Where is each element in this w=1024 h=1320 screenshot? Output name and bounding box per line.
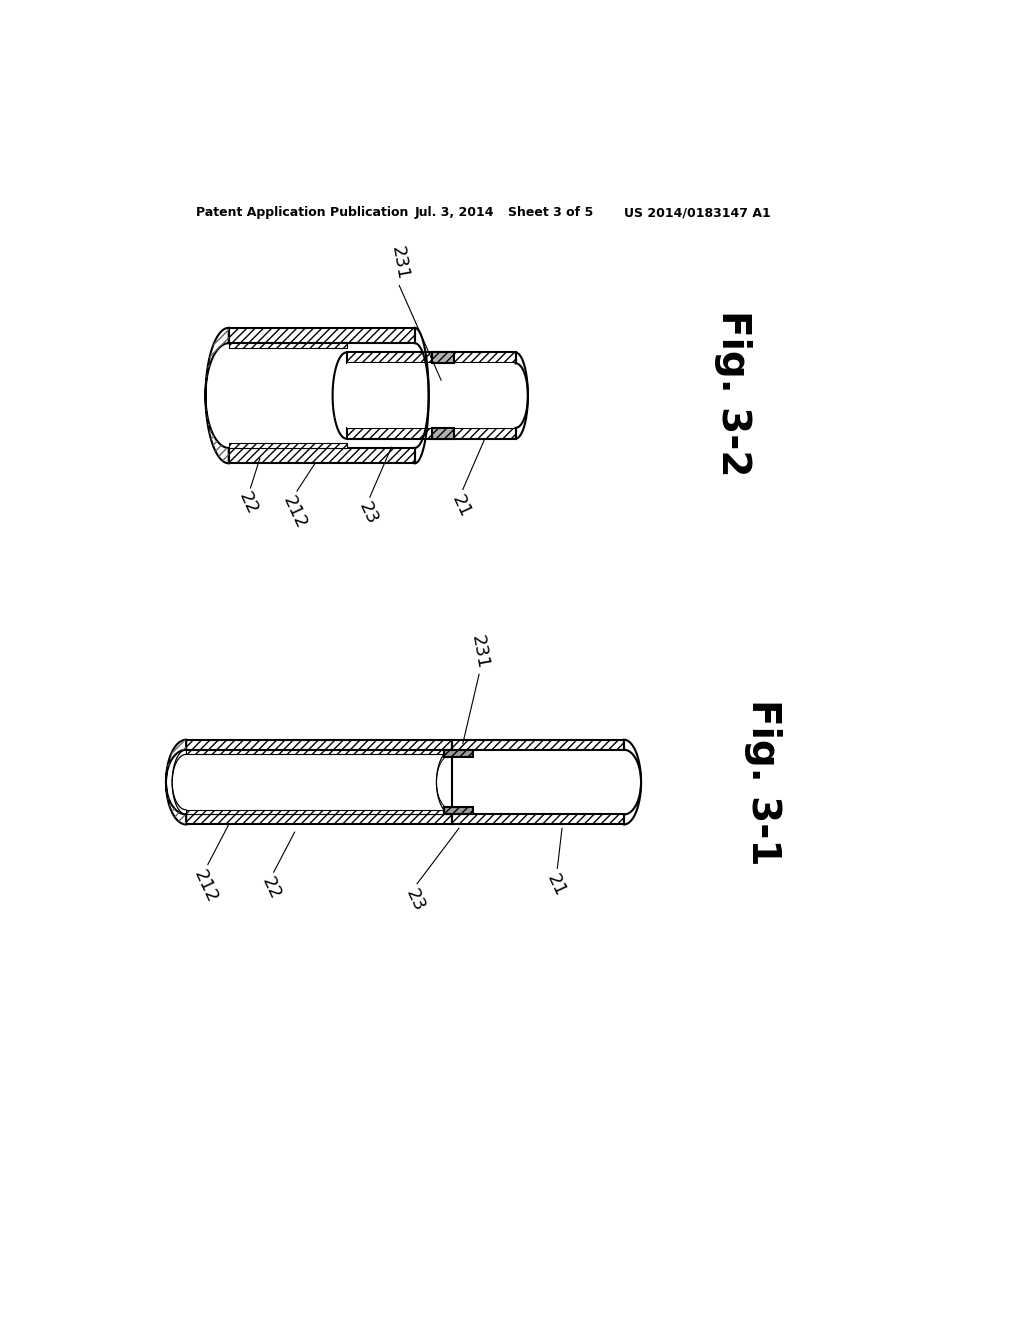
Bar (186, 750, 452, 814)
Polygon shape (206, 327, 228, 463)
Text: 212: 212 (190, 867, 221, 906)
Text: 21: 21 (543, 871, 568, 899)
Text: 231: 231 (467, 634, 490, 671)
Bar (452, 750, 624, 814)
Text: 22: 22 (258, 874, 285, 903)
Text: Jul. 3, 2014: Jul. 3, 2014 (415, 206, 495, 219)
Text: 23: 23 (401, 886, 428, 915)
Bar (228, 343, 346, 348)
Text: 22: 22 (236, 490, 261, 517)
Bar (186, 755, 452, 809)
Polygon shape (166, 739, 186, 825)
Bar (228, 447, 415, 463)
Text: 21: 21 (449, 492, 474, 520)
Bar (444, 750, 473, 758)
Text: 212: 212 (280, 494, 310, 532)
Bar (186, 814, 452, 825)
Bar (186, 739, 452, 750)
Bar (346, 352, 515, 363)
Bar (444, 807, 473, 814)
Bar (452, 739, 624, 750)
Bar (432, 352, 454, 363)
Text: Fig. 3-1: Fig. 3-1 (744, 698, 782, 866)
Bar (228, 343, 415, 447)
Text: 23: 23 (355, 499, 381, 528)
Text: US 2014/0183147 A1: US 2014/0183147 A1 (624, 206, 771, 219)
Text: Patent Application Publication: Patent Application Publication (197, 206, 409, 219)
Text: 231: 231 (387, 244, 411, 281)
Text: Sheet 3 of 5: Sheet 3 of 5 (508, 206, 593, 219)
Text: Fig. 3-2: Fig. 3-2 (714, 310, 752, 477)
Bar (186, 750, 452, 755)
Bar (228, 327, 415, 343)
Bar (346, 428, 515, 438)
Bar (432, 428, 454, 438)
Bar (186, 810, 452, 814)
Bar (452, 814, 624, 825)
Bar (346, 363, 515, 428)
Bar (228, 444, 346, 447)
